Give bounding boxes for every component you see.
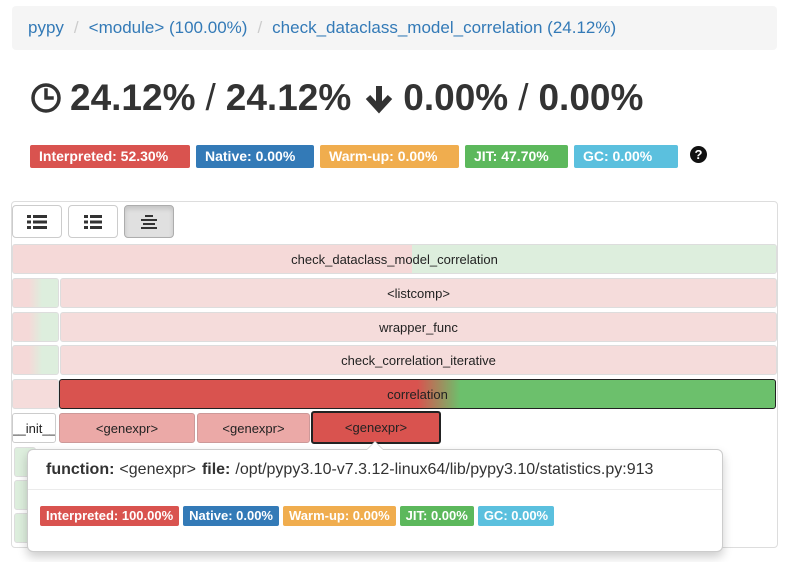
tooltip-interpreted-badge: Interpreted: 100.00% — [40, 506, 180, 526]
frame-label: <listcomp> — [387, 285, 450, 301]
breadcrumb-item-module[interactable]: <module> (100.00%) — [88, 18, 248, 37]
warmup-badge: Warm-up: 0.00% — [320, 145, 459, 168]
frame-correlation[interactable]: correlation — [59, 379, 776, 409]
page-title: 24.12% / 24.12% 0.00% / 0.00% — [30, 76, 643, 120]
tooltip-warmup-badge: Warm-up: 0.00% — [283, 506, 396, 526]
frame-check-correlation-iterative[interactable]: check_correlation_iterative — [60, 345, 777, 375]
flamegraph-view-button[interactable] — [124, 205, 174, 238]
breadcrumb-separator: / — [257, 18, 263, 37]
frame-label: <genexpr> — [222, 420, 285, 436]
frame-genexpr-selected[interactable]: <genexpr> — [311, 411, 441, 444]
file-value: /opt/pypy3.10-v7.3.12-linux64/lib/pypy3.… — [235, 460, 654, 478]
tooltip-native-badge: Native: 0.00% — [183, 506, 279, 526]
interpreted-badge: Interpreted: 52.30% — [30, 145, 190, 168]
frame-small[interactable] — [12, 312, 59, 342]
frame-wrapper-func[interactable]: wrapper_func — [60, 312, 777, 342]
frame-label: <genexpr> — [95, 420, 159, 436]
clock-icon — [30, 82, 62, 114]
frame-small[interactable] — [12, 379, 59, 409]
list-icon — [27, 214, 47, 229]
tooltip-header: function: <genexpr> file: /opt/pypy3.10-… — [28, 450, 722, 490]
help-icon[interactable]: ? — [690, 146, 707, 163]
frame-label: <genexpr> — [344, 420, 408, 435]
tooltip-badges: Interpreted: 100.00% Native: 0.00% Warm-… — [40, 506, 555, 526]
view-toolbar — [12, 202, 174, 242]
stats-badges: Interpreted: 52.30% Native: 0.00% Warm-u… — [30, 145, 707, 168]
frame-label: check_correlation_iterative — [341, 352, 496, 368]
breadcrumb-item-pypy[interactable]: pypy — [28, 18, 64, 37]
function-value: <genexpr> — [119, 460, 196, 478]
frame-label: wrapper_func — [379, 319, 458, 335]
file-label: file: — [201, 460, 231, 478]
breadcrumb-item-current[interactable]: check_dataclass_model_correlation (24.12… — [272, 18, 617, 37]
frame-genexpr[interactable]: <genexpr> — [197, 413, 310, 443]
jit-badge: JIT: 47.70% — [465, 145, 568, 168]
breadcrumb: pypy / <module> (100.00%) / check_datacl… — [12, 6, 777, 50]
align-center-icon — [141, 214, 157, 229]
native-badge: Native: 0.00% — [196, 145, 314, 168]
total-time: 24.12% — [70, 77, 196, 118]
slash: / — [518, 77, 529, 118]
frame-check-dataclass-model-correlation[interactable]: check_dataclass_model_correlation — [12, 244, 777, 274]
own-time: 0.00% — [403, 77, 509, 118]
frame-small[interactable] — [12, 278, 59, 308]
function-label: function: — [46, 460, 115, 478]
frame-label: __init__ — [12, 420, 56, 436]
frame-tooltip: function: <genexpr> file: /opt/pypy3.10-… — [27, 441, 723, 552]
frame-init[interactable]: __init__ — [12, 413, 56, 443]
total-time-sum: 24.12% — [225, 77, 352, 118]
arrow-down-icon — [363, 82, 395, 114]
frame-label: correlation — [387, 386, 448, 402]
frame-small[interactable] — [12, 345, 59, 375]
tooltip-gc-badge: GC: 0.00% — [477, 506, 555, 526]
own-time-sum: 0.00% — [538, 77, 644, 118]
list-alt-icon — [84, 214, 102, 229]
frame-genexpr[interactable]: <genexpr> — [59, 413, 195, 443]
list-alt-view-button[interactable] — [68, 205, 118, 238]
breadcrumb-separator: / — [73, 18, 79, 37]
frame-listcomp[interactable]: <listcomp> — [60, 278, 777, 308]
slash: / — [205, 77, 216, 118]
gc-badge: GC: 0.00% — [574, 145, 678, 168]
frame-label: check_dataclass_model_correlation — [291, 251, 498, 267]
list-view-button[interactable] — [12, 205, 62, 238]
tooltip-caret-inner — [367, 442, 383, 450]
tooltip-jit-badge: JIT: 0.00% — [399, 506, 474, 526]
